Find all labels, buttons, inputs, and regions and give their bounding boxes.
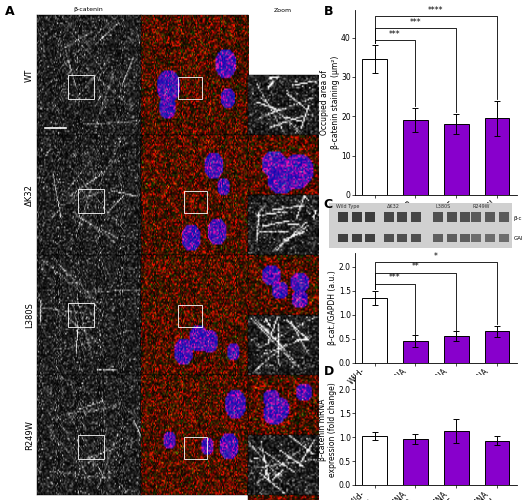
Bar (447, 212, 457, 222)
Bar (499, 212, 509, 222)
Text: C: C (324, 198, 333, 210)
Text: D: D (324, 365, 334, 378)
Text: R249W: R249W (25, 420, 34, 450)
Bar (384, 234, 394, 242)
Bar (352, 234, 362, 242)
Bar (403, 341, 428, 362)
Bar (397, 234, 407, 242)
Bar (485, 332, 509, 362)
Bar (68, 303, 94, 327)
Bar (68, 75, 94, 99)
Text: A: A (5, 5, 15, 18)
Text: ***: *** (389, 273, 401, 282)
Bar (485, 440, 509, 485)
Bar (179, 306, 202, 327)
Bar (352, 212, 362, 222)
Text: GAPDH: GAPDH (513, 236, 522, 241)
Bar (362, 436, 387, 485)
Bar (403, 120, 428, 195)
Bar (362, 298, 387, 362)
Bar (411, 212, 421, 222)
Bar (460, 212, 470, 222)
Bar (485, 118, 509, 195)
Bar (444, 336, 469, 362)
Text: L380S: L380S (25, 302, 34, 328)
Bar (184, 192, 207, 213)
Text: β-catenin: β-catenin (74, 8, 103, 12)
Bar (471, 234, 481, 242)
Text: ***: *** (389, 30, 401, 38)
Text: Wild Type: Wild Type (336, 204, 360, 210)
Text: β-catenin: β-catenin (513, 216, 522, 221)
Text: B: B (324, 5, 333, 18)
Bar (471, 212, 481, 222)
Bar (485, 212, 495, 222)
Text: Zoom: Zoom (274, 8, 292, 12)
Bar (179, 78, 202, 99)
Text: ***: *** (410, 18, 421, 27)
Text: **: ** (411, 262, 419, 271)
Y-axis label: β-catenin mRNA
expression (fold change): β-catenin mRNA expression (fold change) (318, 382, 337, 478)
Bar (403, 439, 428, 485)
Bar (444, 124, 469, 195)
Bar (433, 212, 443, 222)
Text: WT: WT (25, 68, 34, 82)
Text: L380S: L380S (435, 204, 450, 210)
Bar (447, 234, 457, 242)
Bar (78, 189, 104, 213)
Bar (338, 212, 348, 222)
Bar (78, 435, 104, 459)
Bar (397, 212, 407, 222)
Bar (460, 234, 470, 242)
Bar (338, 234, 348, 242)
Bar (384, 212, 394, 222)
Bar (485, 234, 495, 242)
Text: ΔK32: ΔK32 (387, 204, 400, 210)
Bar (499, 234, 509, 242)
Text: *: * (434, 252, 438, 260)
Y-axis label: Occupied area of
β-catenin staining (μm²): Occupied area of β-catenin staining (μm²… (321, 56, 340, 149)
Y-axis label: β-cat./GAPDH (a.u.): β-cat./GAPDH (a.u.) (328, 270, 337, 345)
Text: R249W: R249W (472, 204, 490, 210)
Text: ΔK32: ΔK32 (25, 184, 34, 206)
Bar (444, 432, 469, 485)
Bar (365, 212, 375, 222)
Bar (184, 438, 207, 459)
Bar (362, 59, 387, 195)
Bar (365, 234, 375, 242)
Text: ****: **** (428, 6, 444, 15)
Bar (411, 234, 421, 242)
Text: β-catenin/Actin/Hoechst: β-catenin/Actin/Hoechst (157, 8, 232, 12)
Bar (433, 234, 443, 242)
